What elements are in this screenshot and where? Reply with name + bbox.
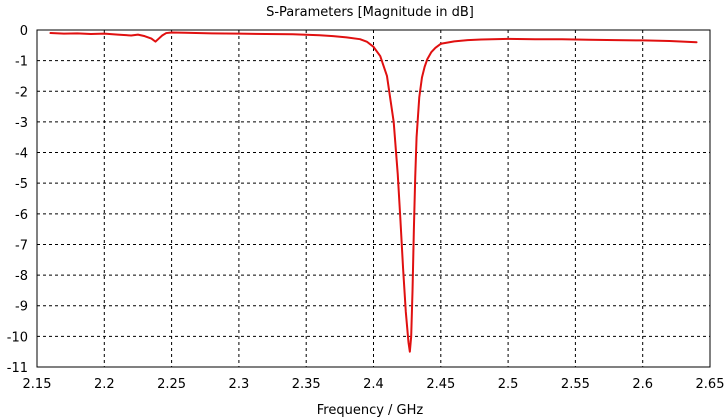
y-tick-label: -6 — [15, 208, 28, 223]
x-tick-label: 2.55 — [561, 377, 590, 392]
y-tick-label: -4 — [15, 147, 28, 162]
y-axis-ticks: 0 -1 -2 -3 -4 -5 -6 -7 -8 -9 -10 -11 — [7, 24, 28, 376]
x-tick-label: 2.15 — [23, 377, 52, 392]
s11-curve — [49, 31, 698, 353]
grid — [37, 30, 710, 367]
x-tick-label: 2.6 — [632, 377, 653, 392]
y-tick-label: -3 — [15, 116, 28, 131]
y-tick-label: 0 — [20, 24, 28, 39]
x-tick-label: 2.4 — [363, 377, 384, 392]
y-tick-label: -10 — [7, 330, 28, 345]
y-tick-label: -1 — [15, 55, 28, 70]
y-tick-label: -11 — [7, 361, 28, 376]
x-tick-label: 2.65 — [696, 377, 724, 392]
x-tick-label: 2.25 — [157, 377, 186, 392]
x-tick-label: 2.3 — [229, 377, 250, 392]
x-tick-label: 2.45 — [426, 377, 455, 392]
x-axis-title: Frequency / GHz — [317, 403, 424, 417]
chart-title: S-Parameters [Magnitude in dB] — [266, 5, 474, 20]
x-tick-label: 2.35 — [292, 377, 321, 392]
x-axis-ticks: 2.15 2.2 2.25 2.3 2.35 2.4 2.45 2.5 2.55 2.6 2.65 — [23, 377, 724, 392]
y-tick-label: -2 — [15, 85, 28, 100]
plot-frame — [36, 29, 711, 368]
y-tick-label: -5 — [15, 177, 28, 192]
y-tick-label: -8 — [15, 269, 28, 284]
y-tick-label: -9 — [15, 300, 28, 315]
x-tick-label: 2.5 — [498, 377, 519, 392]
series-layer — [49, 31, 698, 353]
y-tick-label: -7 — [15, 238, 28, 253]
x-tick-label: 2.2 — [94, 377, 115, 392]
